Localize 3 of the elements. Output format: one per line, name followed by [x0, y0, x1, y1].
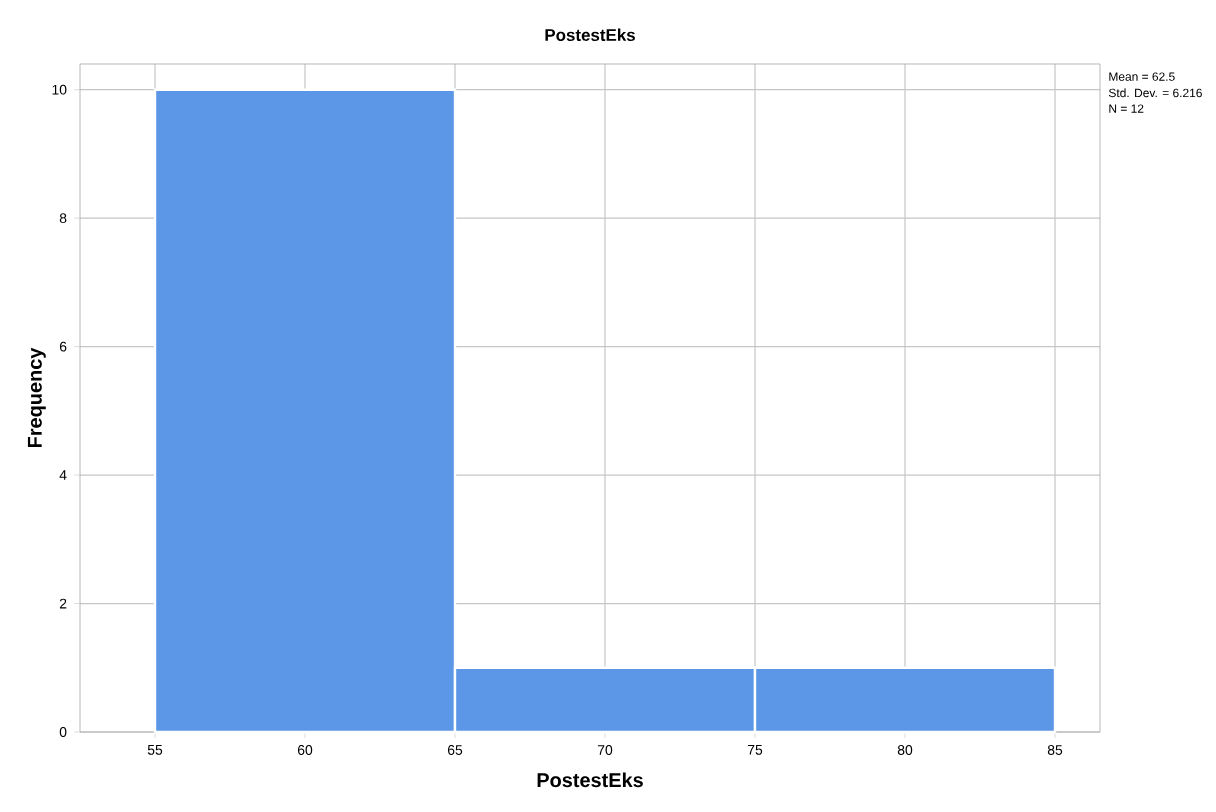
chart-title: PostestEks — [545, 28, 635, 41]
x-axis-title: PostestEks — [537, 772, 643, 788]
y-axis-title: Frequency — [27, 347, 46, 448]
